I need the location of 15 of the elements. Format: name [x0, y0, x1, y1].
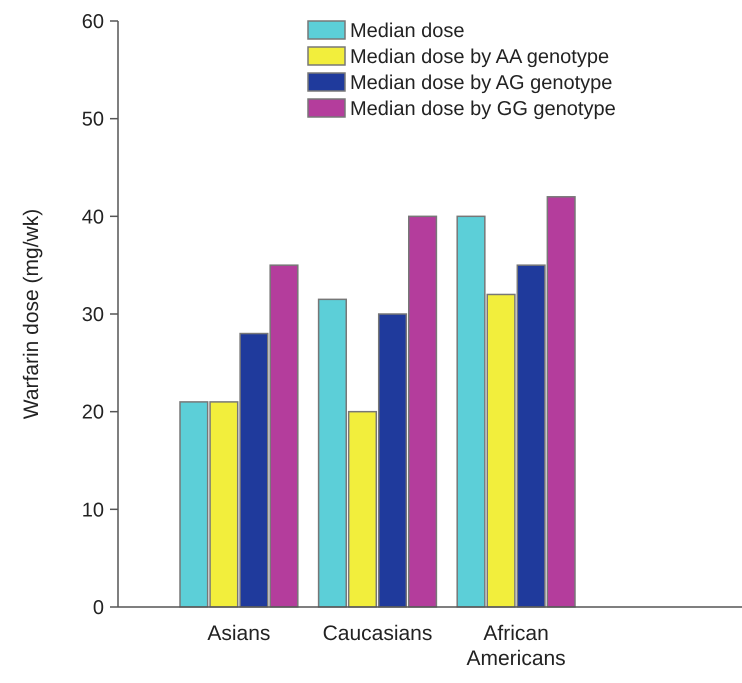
y-tick-label: 40	[82, 206, 104, 228]
legend-label: Median dose by AA genotype	[350, 46, 610, 68]
y-tick-label: 0	[92, 597, 104, 619]
x-tick-label: Caucasians	[322, 622, 432, 645]
y-tick-label: 50	[82, 108, 104, 131]
y-tick-label: 20	[82, 402, 104, 424]
y-axis-title: Warfarin dose (mg/wk)	[20, 208, 43, 420]
x-tick-label: African Americans	[466, 622, 566, 670]
legend-label: Median dose	[350, 20, 465, 42]
legend-label: Median dose by AG genotype	[350, 72, 612, 94]
y-tick-label: 30	[82, 304, 104, 326]
legend-label: Median dose by GG genotype	[350, 98, 616, 120]
x-tick-label: Asians	[207, 622, 270, 645]
y-tick-label: 10	[82, 499, 104, 522]
y-tick-label: 60	[82, 11, 104, 33]
